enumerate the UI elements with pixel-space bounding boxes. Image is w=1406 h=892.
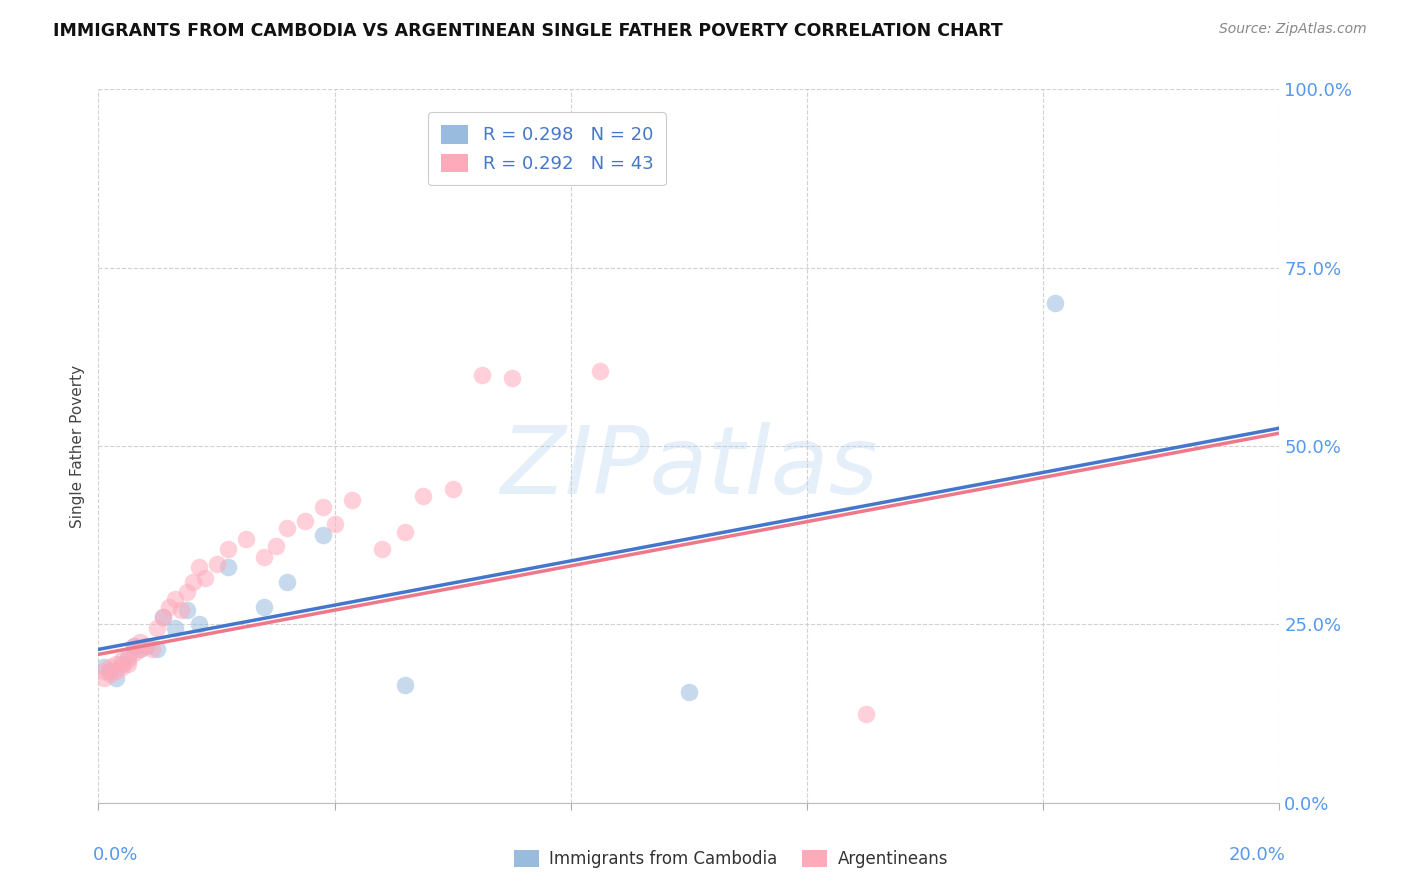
Point: [235, 532, 257, 546]
Point: [412, 489, 434, 503]
Point: [117, 649, 139, 664]
Point: [117, 657, 139, 671]
Point: [146, 621, 169, 635]
Point: [93, 664, 115, 678]
Point: [152, 610, 174, 624]
Point: [152, 610, 174, 624]
Point: [165, 621, 187, 635]
Point: [264, 539, 287, 553]
Point: [93, 660, 115, 674]
Point: [181, 574, 204, 589]
Point: [122, 646, 145, 660]
Point: [217, 560, 239, 574]
Point: [441, 482, 464, 496]
Point: [111, 653, 134, 667]
Point: [105, 664, 128, 678]
Point: [855, 706, 877, 721]
Point: [194, 571, 217, 585]
Point: [105, 657, 128, 671]
Point: [394, 524, 416, 539]
Point: [117, 653, 139, 667]
Text: Source: ZipAtlas.com: Source: ZipAtlas.com: [1219, 22, 1367, 37]
Point: [128, 642, 150, 657]
Point: [105, 671, 128, 685]
Point: [371, 542, 394, 557]
Point: [141, 642, 163, 657]
Point: [276, 574, 298, 589]
Point: [111, 657, 134, 671]
Point: [157, 599, 180, 614]
Point: [176, 603, 198, 617]
Point: [471, 368, 494, 382]
Point: [128, 642, 150, 657]
Text: 20.0%: 20.0%: [1229, 846, 1285, 863]
Point: [276, 521, 298, 535]
Point: [589, 364, 612, 378]
Point: [217, 542, 239, 557]
Point: [342, 492, 364, 507]
Point: [187, 560, 209, 574]
Point: [394, 678, 416, 692]
Point: [312, 500, 335, 514]
Point: [312, 528, 335, 542]
Point: [135, 639, 157, 653]
Point: [253, 599, 276, 614]
Point: [165, 592, 187, 607]
Point: [678, 685, 700, 699]
Text: IMMIGRANTS FROM CAMBODIA VS ARGENTINEAN SINGLE FATHER POVERTY CORRELATION CHART: IMMIGRANTS FROM CAMBODIA VS ARGENTINEAN …: [53, 22, 1002, 40]
Point: [323, 517, 346, 532]
Point: [135, 639, 157, 653]
Point: [187, 617, 209, 632]
Point: [294, 514, 316, 528]
Point: [1043, 296, 1066, 310]
Point: [205, 557, 228, 571]
Point: [93, 671, 115, 685]
Point: [501, 371, 523, 385]
Point: [111, 660, 134, 674]
Point: [170, 603, 193, 617]
Point: [146, 642, 169, 657]
Point: [253, 549, 276, 564]
Legend: R = 0.298   N = 20, R = 0.292   N = 43: R = 0.298 N = 20, R = 0.292 N = 43: [429, 112, 666, 186]
Point: [98, 660, 121, 674]
Text: 0.0%: 0.0%: [93, 846, 138, 863]
Point: [98, 664, 121, 678]
Legend: Immigrants from Cambodia, Argentineans: Immigrants from Cambodia, Argentineans: [508, 843, 955, 875]
Y-axis label: Single Father Poverty: Single Father Poverty: [70, 365, 86, 527]
Point: [98, 667, 121, 681]
Point: [176, 585, 198, 599]
Point: [122, 639, 145, 653]
Text: ZIPatlas: ZIPatlas: [501, 422, 877, 513]
Point: [122, 639, 145, 653]
Point: [128, 635, 150, 649]
